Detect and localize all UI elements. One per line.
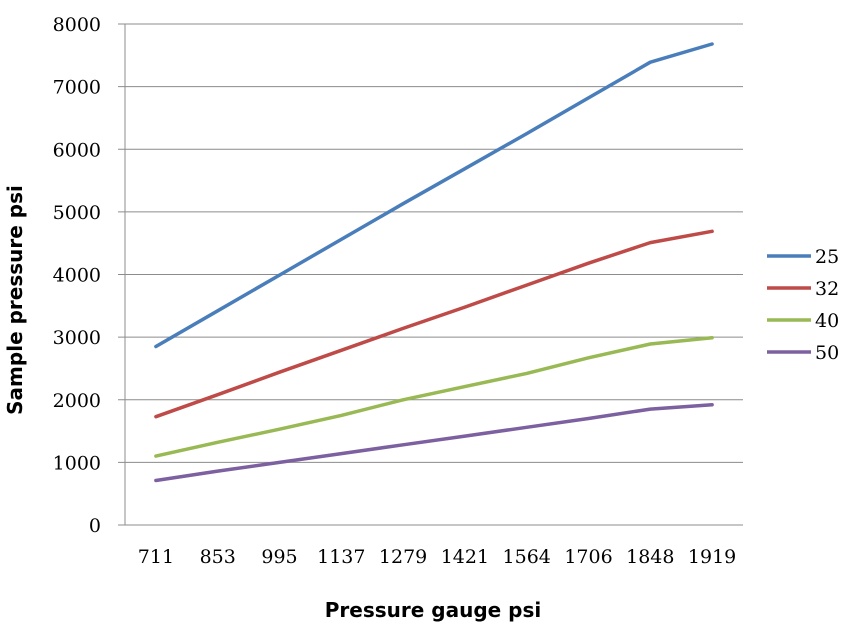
series-line-40 bbox=[154, 336, 714, 458]
legend: 25 32 40 50 bbox=[767, 246, 839, 364]
x-axis-title: Pressure gauge psi bbox=[325, 598, 542, 622]
x-tick-label: 1848 bbox=[626, 546, 674, 568]
y-axis-ticks: 0 1000 2000 3000 4000 5000 6000 7000 8000 bbox=[53, 14, 101, 537]
x-axis-ticks: 711 853 995 1137 1279 1421 1564 1706 1848 1919 bbox=[138, 546, 737, 568]
series-lines bbox=[154, 42, 714, 483]
x-tick-label: 1706 bbox=[564, 546, 612, 568]
x-tick-label: 1137 bbox=[317, 546, 365, 568]
y-tick-label: 6000 bbox=[53, 139, 101, 161]
y-tick-label: 5000 bbox=[53, 202, 101, 224]
x-tick-label: 1279 bbox=[379, 546, 427, 568]
y-tick-label: 4000 bbox=[53, 265, 101, 287]
x-tick-label: 1564 bbox=[503, 546, 551, 568]
y-tick-label: 8000 bbox=[53, 14, 101, 36]
series-line-50 bbox=[154, 403, 714, 483]
y-tick-label: 0 bbox=[89, 515, 101, 537]
legend-label: 50 bbox=[815, 342, 839, 364]
x-tick-label: 1919 bbox=[688, 546, 736, 568]
gridlines bbox=[118, 23, 743, 526]
x-tick-label: 711 bbox=[138, 546, 174, 568]
legend-label: 40 bbox=[815, 310, 839, 332]
series-line-32 bbox=[154, 229, 714, 419]
y-tick-label: 1000 bbox=[53, 452, 101, 474]
y-tick-label: 3000 bbox=[53, 327, 101, 349]
x-tick-label: 1421 bbox=[441, 546, 489, 568]
x-tick-label: 995 bbox=[261, 546, 297, 568]
legend-label: 32 bbox=[815, 278, 839, 300]
x-tick-label: 853 bbox=[200, 546, 236, 568]
y-tick-label: 2000 bbox=[53, 390, 101, 412]
series-line-25 bbox=[154, 42, 714, 349]
legend-label: 25 bbox=[815, 246, 839, 268]
y-axis-title: Sample pressure psi bbox=[3, 185, 27, 415]
y-tick-label: 7000 bbox=[53, 77, 101, 99]
